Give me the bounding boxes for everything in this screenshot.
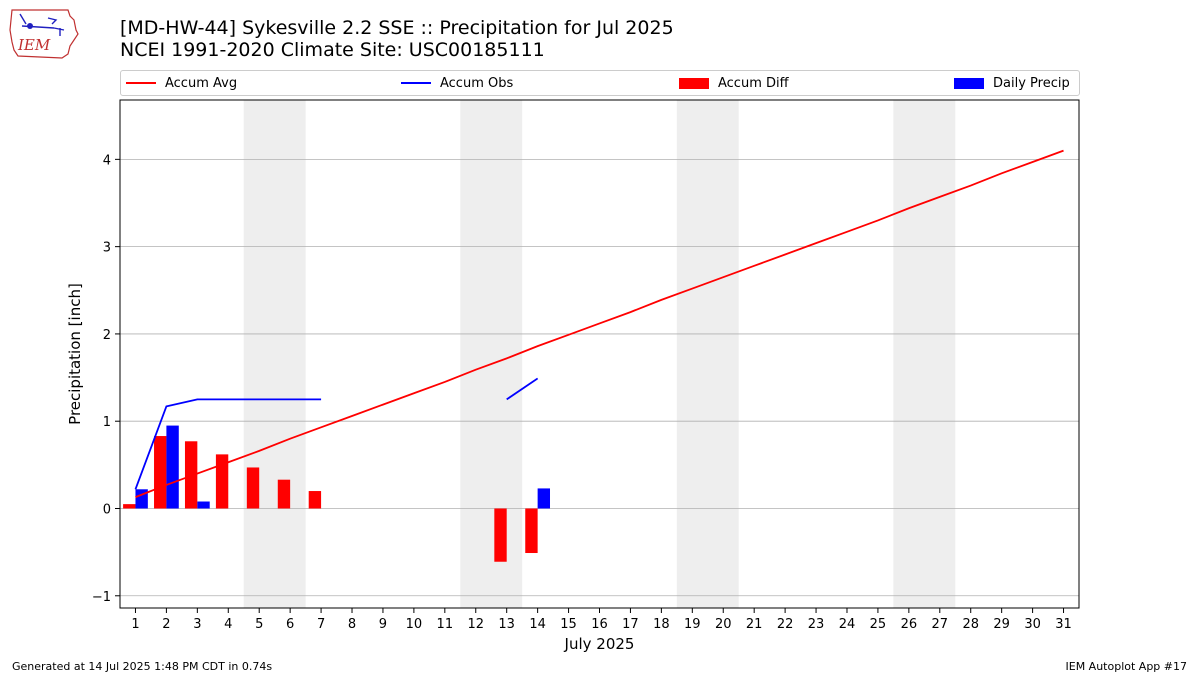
x-tick-label: 12 [467,617,484,632]
y-tick-label: 2 [103,328,111,343]
weekend-shade [676,100,739,608]
legend-accum-obs: Accum Obs [401,71,513,95]
legend-accum-avg: Accum Avg [126,71,237,95]
accum-diff-bar [308,491,322,509]
x-tick-label: 9 [379,617,387,632]
accum-diff-bar [525,508,538,554]
x-tick-label: 11 [437,617,454,632]
x-tick-label: 30 [1024,617,1041,632]
legend-swatch-accum-avg [126,82,156,84]
x-tick-label: 17 [622,617,639,632]
x-tick-label: 19 [684,617,701,632]
legend-label-daily-precip: Daily Precip [993,75,1070,91]
x-tick-label: 22 [777,617,794,632]
daily-precip-bar [197,501,210,509]
x-tick-label: 16 [591,617,608,632]
legend-swatch-accum-diff [679,77,709,89]
x-tick-label: 8 [348,617,356,632]
accum-obs-line [506,377,539,401]
accum-diff-bar [494,508,507,562]
y-tick-label: 0 [103,502,111,517]
accum-obs-line [134,398,322,490]
y-axis-label: Precipitation [inch] [66,283,84,425]
footer-app-id: IEM Autoplot App #17 [1065,660,1188,673]
chart-title: [MD-HW-44] Sykesville 2.2 SSE :: Precipi… [120,17,674,39]
accum-diff-bar [246,467,260,509]
chart-subtitle: NCEI 1991-2020 Climate Site: USC00185111 [120,39,545,61]
accum-avg-line [135,149,1064,498]
legend-daily-precip: Daily Precip [954,71,1070,95]
legend-swatch-daily-precip [954,77,984,89]
x-tick-label: 21 [746,617,763,632]
weekend-shade [243,100,306,608]
x-tick-label: 13 [498,617,515,632]
x-tick-label: 10 [406,617,423,632]
y-tick-label: −1 [92,590,111,605]
x-tick-label: 14 [529,617,546,632]
x-axis-label: July 2025 [564,635,635,653]
x-tick-label: 25 [870,617,887,632]
x-tick-label: 26 [901,617,918,632]
x-tick-label: 2 [162,617,170,632]
y-tick-label: 1 [103,415,111,430]
logo-text: IEM [17,36,51,54]
x-tick-label: 7 [317,617,325,632]
legend-label-accum-obs: Accum Obs [440,75,514,91]
x-tick-label: 20 [715,617,732,632]
legend-label-accum-diff: Accum Diff [718,75,789,91]
x-tick-label: 15 [560,617,577,632]
daily-precip-bar [537,488,551,509]
accum-diff-bar [154,436,167,509]
x-tick-label: 3 [193,617,201,632]
plot-frame [119,99,1080,609]
legend-accum-diff: Accum Diff [679,71,789,95]
accum-diff-bar [184,441,198,509]
chart-legend: Accum Avg Accum Obs Accum Diff Daily Pre… [120,70,1080,96]
footer-generated: Generated at 14 Jul 2025 1:48 PM CDT in … [12,660,273,673]
legend-label-accum-avg: Accum Avg [165,75,238,91]
x-tick-label: 4 [224,617,232,632]
weekend-shade [893,100,956,608]
y-tick-label: 3 [103,241,111,256]
accum-diff-bar [277,479,291,509]
iem-logo: IEM [9,9,79,59]
x-tick-label: 23 [808,617,825,632]
x-tick-label: 28 [962,617,979,632]
x-tick-label: 29 [993,617,1010,632]
x-tick-label: 24 [839,617,856,632]
x-tick-label: 27 [932,617,949,632]
x-tick-label: 18 [653,617,670,632]
x-tick-label: 6 [286,617,294,632]
x-tick-label: 5 [255,617,263,632]
accum-diff-bar [123,504,136,509]
legend-swatch-accum-obs [401,82,431,84]
x-tick-label: 1 [131,617,139,632]
x-tick-label: 31 [1055,617,1072,632]
weekend-shade [460,100,523,608]
daily-precip-bar [166,425,179,509]
y-tick-label: 4 [103,153,111,168]
accum-diff-bar [215,454,229,509]
